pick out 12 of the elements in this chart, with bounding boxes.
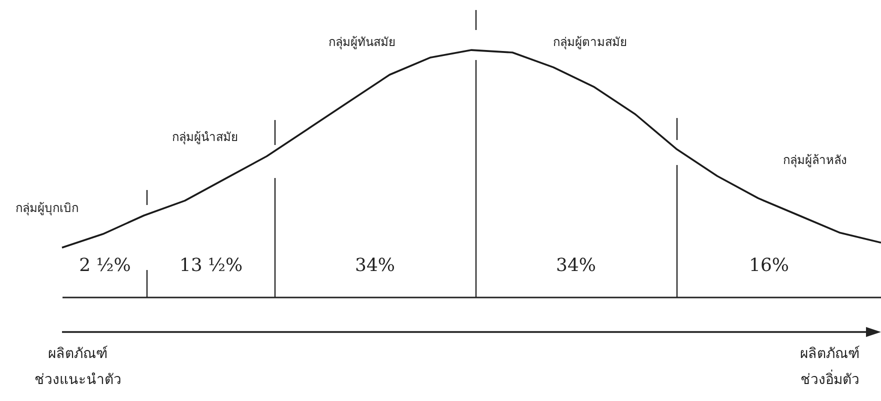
annotation: กลุ่มผู้ล้าหลัง (783, 152, 847, 170)
annotation: 2 ½% (79, 254, 131, 278)
annotation: 34% (354, 254, 396, 278)
text: กลุ่มผู้ทันสมัย (328, 34, 396, 52)
text: ผลิตภัณฑ์ ช่วงแนะนำตัว (34, 344, 122, 390)
annotation: 34% (556, 254, 596, 278)
text: ผลิตภัณฑ์ ช่วงอิ่มตัว (800, 344, 860, 390)
annotation: กลุ่มผู้บุกเบิก (16, 200, 78, 218)
annotation: 16% (748, 254, 790, 278)
annotation: กลุ่มผู้นำสมัย (172, 129, 238, 146)
annotation: 13 ½% (179, 254, 243, 278)
text: กลุ่มผู้ตามสมัย (553, 34, 627, 52)
